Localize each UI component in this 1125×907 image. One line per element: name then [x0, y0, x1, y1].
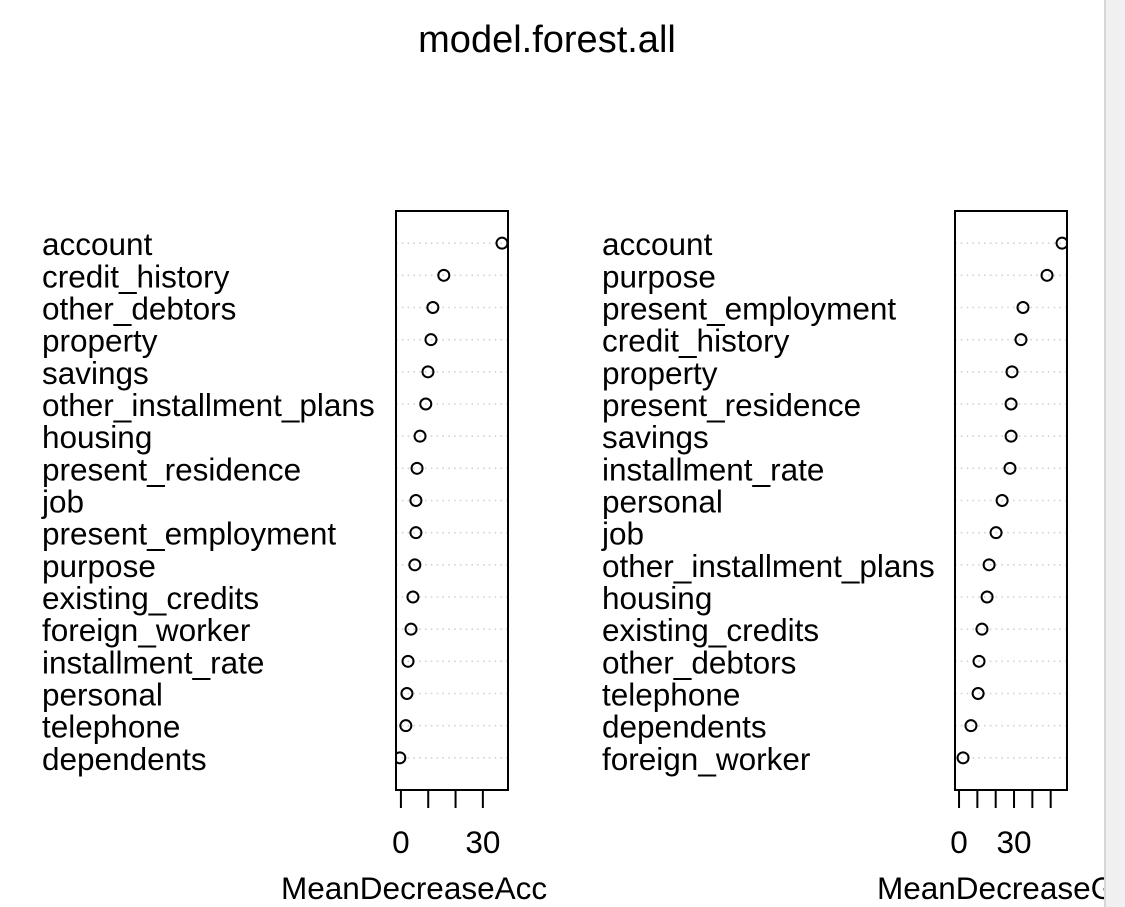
gini-label-other-debtors: other_debtors — [602, 644, 796, 680]
acc-label-account: account — [42, 226, 153, 262]
gini-point-property — [1005, 365, 1019, 379]
gini-label-foreign-worker: foreign_worker — [602, 741, 810, 777]
acc-point-credit-history — [437, 268, 451, 282]
acc-point-job — [409, 494, 423, 507]
gini-point-installment-rate — [1003, 461, 1017, 475]
acc-point-other-installment-plans — [419, 397, 433, 411]
gini-label-personal: personal — [602, 484, 723, 520]
panel-mean-decrease-gini: accountpurposepresent_employmentcredit_h… — [601, 210, 1104, 906]
acc-point-telephone — [399, 719, 413, 733]
acc-point-present-employment — [409, 526, 423, 540]
gini-point-telephone — [971, 687, 985, 700]
chart-title: model.forest.all — [418, 19, 676, 61]
gridlines — [396, 242, 508, 759]
gini-point-credit-history — [1014, 333, 1028, 347]
plot-frame — [395, 210, 509, 791]
x-axis-title: MeanDecreaseG — [877, 870, 1104, 906]
gini-point-foreign-worker — [956, 751, 970, 765]
acc-point-existing-credits — [406, 590, 420, 604]
x-tick-label-30: 30 — [997, 824, 1032, 860]
acc-label-personal: personal — [42, 677, 163, 713]
acc-label-credit-history: credit_history — [42, 258, 230, 294]
acc-point-property — [424, 333, 438, 347]
category-labels: accountcredit_historyother_debtorsproper… — [41, 226, 375, 777]
acc-label-telephone: telephone — [42, 709, 180, 745]
gini-label-telephone: telephone — [602, 677, 740, 713]
gini-point-present-employment — [1016, 301, 1030, 314]
acc-label-other-installment-plans: other_installment_plans — [42, 387, 375, 423]
data-points — [396, 236, 508, 765]
x-tick-label-0: 0 — [392, 824, 410, 860]
gini-label-account: account — [602, 226, 713, 262]
panel-mean-decrease-accuracy: accountcredit_historyother_debtorsproper… — [41, 210, 547, 906]
acc-label-purpose: purpose — [42, 548, 156, 584]
acc-label-dependents: dependents — [42, 741, 207, 777]
acc-label-present-employment: present_employment — [42, 516, 336, 552]
gini-label-credit-history: credit_history — [602, 323, 790, 359]
x-tick-label-30: 30 — [465, 824, 500, 860]
gridlines — [955, 242, 1067, 759]
vertical-scrollbar[interactable] — [1104, 0, 1125, 907]
gini-label-purpose: purpose — [602, 258, 716, 294]
gini-label-installment-rate: installment_rate — [602, 451, 824, 487]
x-axis: 0 30 MeanDecreaseAcc — [281, 789, 547, 906]
gini-point-other-debtors — [972, 654, 986, 668]
acc-label-existing-credits: existing_credits — [42, 580, 259, 616]
gini-point-housing — [980, 590, 994, 604]
gini-point-present-residence — [1004, 397, 1018, 411]
acc-point-dependents — [396, 751, 407, 765]
acc-point-installment-rate — [401, 654, 415, 668]
gini-point-dependents — [964, 719, 978, 733]
gini-point-job — [989, 526, 1003, 540]
gini-label-savings: savings — [602, 419, 709, 455]
x-axis: 0 30 MeanDecreaseG — [877, 789, 1104, 906]
gini-label-job: job — [601, 516, 644, 552]
gini-label-other-installment-plans: other_installment_plans — [602, 548, 935, 584]
acc-label-property: property — [42, 323, 158, 359]
acc-point-savings — [421, 365, 435, 379]
gini-point-existing-credits — [975, 622, 989, 636]
gini-point-purpose — [1040, 268, 1054, 282]
gini-label-property: property — [602, 355, 718, 391]
gini-label-existing-credits: existing_credits — [602, 612, 819, 648]
category-labels: accountpurposepresent_employmentcredit_h… — [601, 226, 935, 777]
gini-point-other-installment-plans — [982, 558, 996, 572]
acc-point-purpose — [408, 558, 422, 572]
gini-point-personal — [995, 494, 1009, 507]
acc-label-other-debtors: other_debtors — [42, 291, 236, 327]
gini-label-present-residence: present_residence — [602, 387, 861, 423]
gini-point-savings — [1004, 429, 1018, 443]
acc-label-job: job — [41, 484, 84, 520]
gini-label-dependents: dependents — [602, 709, 767, 745]
acc-label-present-residence: present_residence — [42, 451, 301, 487]
x-tick-label-0: 0 — [950, 824, 968, 860]
acc-point-personal — [400, 687, 414, 700]
acc-point-foreign-worker — [404, 622, 418, 636]
data-points — [956, 236, 1067, 765]
acc-point-present-residence — [410, 461, 424, 475]
acc-label-foreign-worker: foreign_worker — [42, 612, 250, 648]
acc-point-other-debtors — [426, 301, 440, 314]
gini-label-housing: housing — [602, 580, 712, 616]
gini-label-present-employment: present_employment — [602, 291, 896, 327]
acc-label-housing: housing — [42, 419, 152, 455]
gini-point-account — [1055, 236, 1067, 250]
plot-frame — [954, 210, 1068, 791]
acc-point-housing — [413, 429, 427, 443]
acc-label-savings: savings — [42, 355, 149, 391]
acc-label-installment-rate: installment_rate — [42, 644, 264, 680]
x-axis-title: MeanDecreaseAcc — [281, 870, 547, 906]
